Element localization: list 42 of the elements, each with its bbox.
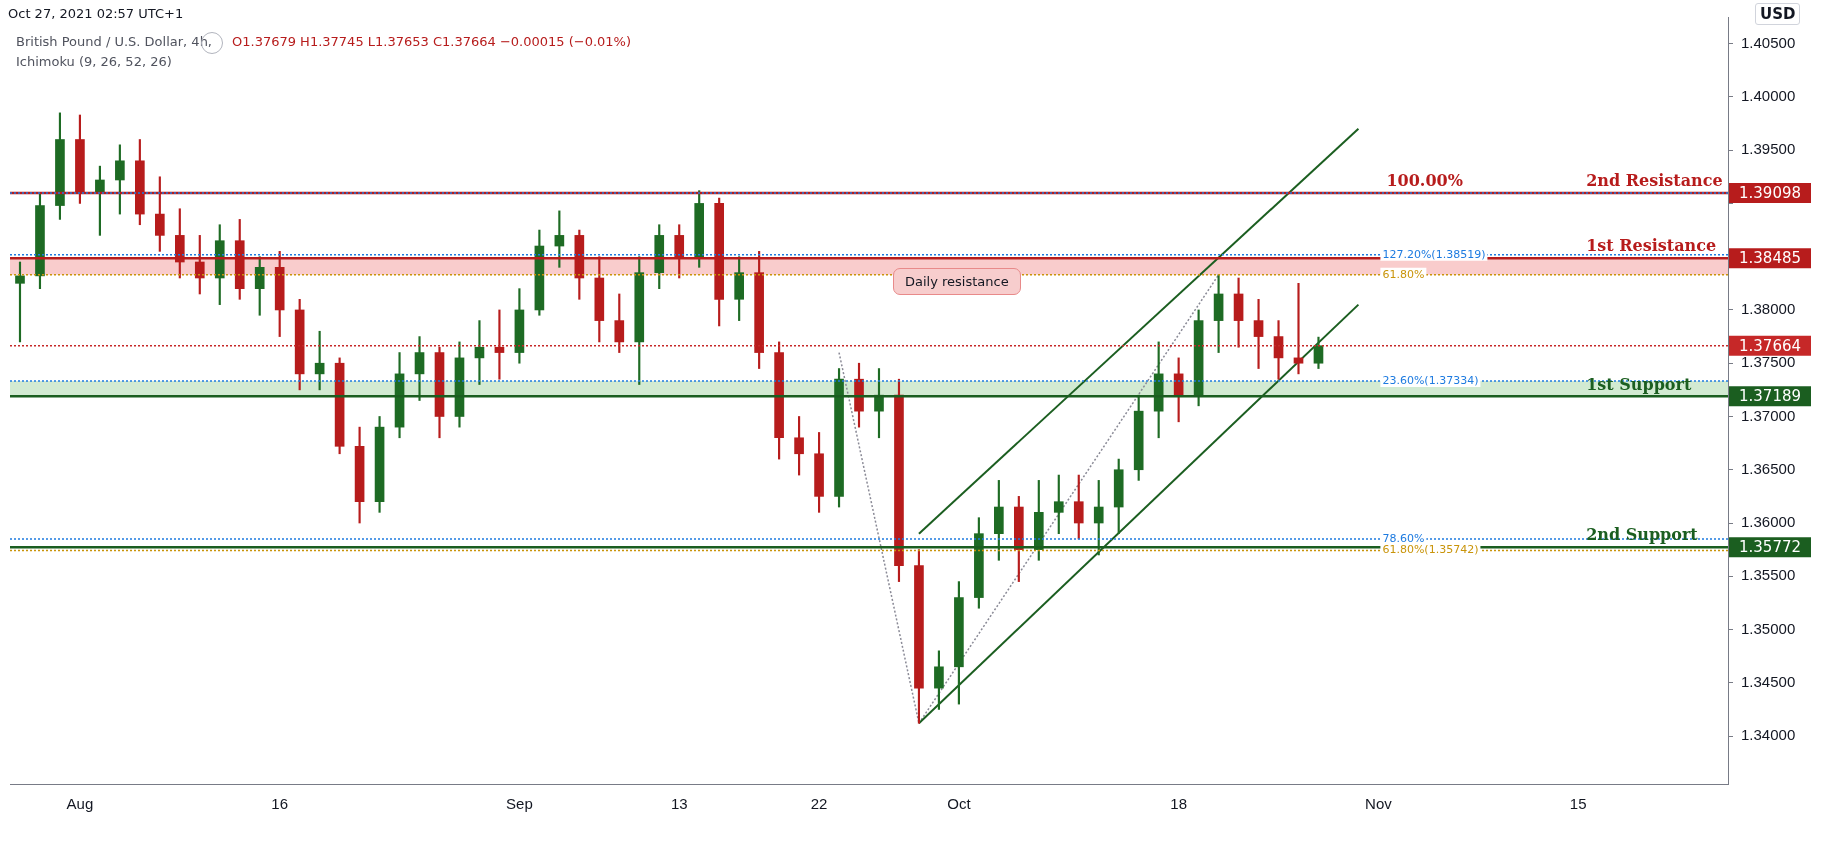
- y-tick-label: 1.35000: [1741, 619, 1796, 637]
- y-tick-label: 1.36000: [1741, 513, 1796, 531]
- y-tick-label: 1.37500: [1741, 353, 1796, 371]
- annotation: 2nd Resistance: [1586, 171, 1723, 191]
- y-tick-label: 1.40000: [1741, 87, 1796, 105]
- y-tick-label: 1.40500: [1741, 33, 1796, 51]
- x-tick-label: Aug: [66, 795, 94, 813]
- ref-line-label: 1.35772: [1738, 538, 1802, 557]
- ref-line-label: 1.37189: [1738, 387, 1802, 406]
- x-tick-label: Oct: [947, 795, 972, 813]
- annotation: 1st Resistance: [1586, 236, 1717, 256]
- annotation: British Pound / U.S. Dollar, 4h,: [16, 34, 213, 49]
- annotation: 23.60%(1.37334): [1382, 373, 1479, 387]
- annotation: 78.60%: [1382, 531, 1425, 545]
- y-tick-label: 1.35500: [1741, 566, 1796, 584]
- annotation: 2nd Support: [1586, 525, 1699, 545]
- text: USD: [1755, 3, 1801, 25]
- x-tick-label: 13: [670, 795, 688, 813]
- x-tick-label: 22: [810, 795, 828, 813]
- y-tick-label: 1.34000: [1741, 726, 1796, 744]
- y-tick-label: 1.39500: [1741, 140, 1796, 158]
- annotation: Ichimoku (9, 26, 52, 26): [16, 54, 172, 69]
- x-tick-label: 16: [271, 795, 289, 813]
- x-tick-label: Sep: [506, 795, 533, 813]
- annotation: 100.00%: [1386, 171, 1463, 191]
- ref-line-label: 1.37664: [1738, 336, 1802, 355]
- x-tick-label: 15: [1569, 795, 1587, 813]
- y-tick-label: 1.34500: [1741, 672, 1796, 690]
- annotation: 61.80%(1.35742): [1382, 543, 1479, 557]
- annotation: O1.37679 H1.37745 L1.37653 C1.37664 −0.00015 (−0.01%): [232, 34, 632, 49]
- x-tick-label: 18: [1170, 795, 1187, 813]
- annotation: Oct 27, 2021 02:57 UTC+1: [8, 6, 184, 21]
- y-tick-label: 1.36500: [1741, 459, 1796, 477]
- x-tick-label: Nov: [1365, 795, 1393, 813]
- ref-line-label: 1.39098: [1738, 183, 1802, 202]
- y-tick-label: 1.37000: [1741, 406, 1796, 424]
- ref-line-label: 1.38485: [1738, 249, 1802, 268]
- y-tick-label: 1.38000: [1741, 300, 1796, 318]
- annotation: 1st Support: [1586, 374, 1692, 394]
- annotation: Daily resistance: [893, 268, 1021, 295]
- annotation: 61.80%: [1382, 267, 1425, 281]
- annotation: 127.20%(1.38519): [1382, 247, 1486, 261]
